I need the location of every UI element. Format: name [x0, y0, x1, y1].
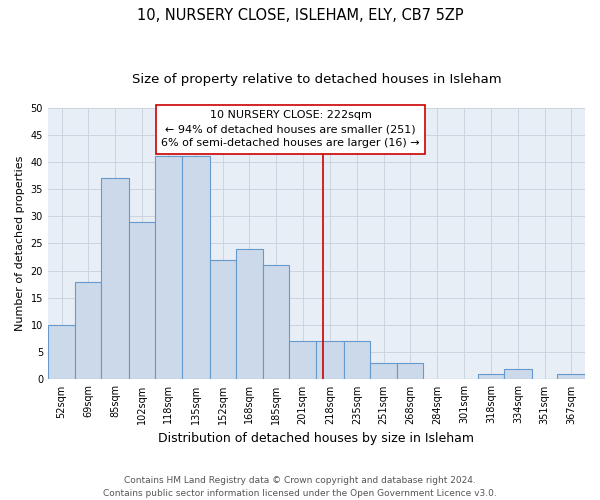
- Bar: [48, 325, 76, 380]
- Bar: [236, 249, 263, 380]
- Bar: [397, 363, 423, 380]
- X-axis label: Distribution of detached houses by size in Isleham: Distribution of detached houses by size …: [158, 432, 475, 445]
- Bar: [101, 178, 129, 380]
- Bar: [76, 282, 101, 380]
- Text: 10, NURSERY CLOSE, ISLEHAM, ELY, CB7 5ZP: 10, NURSERY CLOSE, ISLEHAM, ELY, CB7 5ZP: [137, 8, 463, 22]
- Bar: [557, 374, 585, 380]
- Bar: [209, 260, 236, 380]
- Text: Contains HM Land Registry data © Crown copyright and database right 2024.
Contai: Contains HM Land Registry data © Crown c…: [103, 476, 497, 498]
- Title: Size of property relative to detached houses in Isleham: Size of property relative to detached ho…: [131, 72, 501, 86]
- Y-axis label: Number of detached properties: Number of detached properties: [15, 156, 25, 331]
- Bar: [182, 156, 209, 380]
- Text: 10 NURSERY CLOSE: 222sqm
← 94% of detached houses are smaller (251)
6% of semi-d: 10 NURSERY CLOSE: 222sqm ← 94% of detach…: [161, 110, 420, 148]
- Bar: [289, 342, 316, 380]
- Bar: [478, 374, 504, 380]
- Bar: [129, 222, 155, 380]
- Bar: [370, 363, 397, 380]
- Bar: [263, 265, 289, 380]
- Bar: [155, 156, 182, 380]
- Bar: [316, 342, 344, 380]
- Bar: [504, 368, 532, 380]
- Bar: [344, 342, 370, 380]
